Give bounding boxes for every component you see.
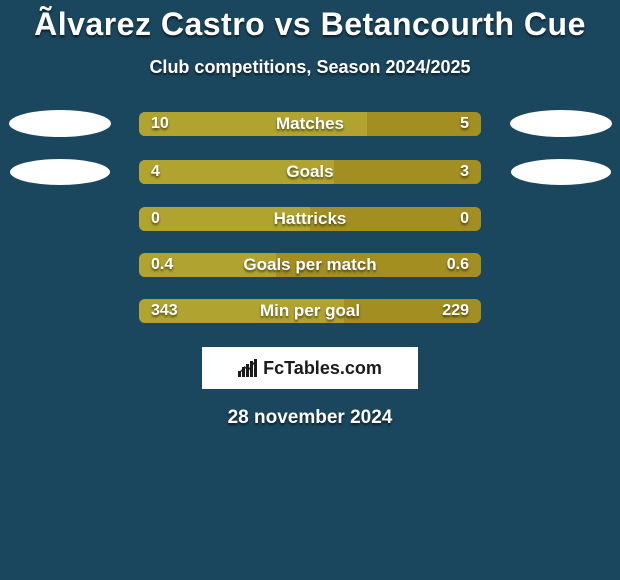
page-subtitle: Club competitions, Season 2024/2025 (0, 57, 620, 78)
stat-bar: 0 0 Hattricks (139, 207, 481, 231)
right-ellipse (510, 110, 612, 137)
comparison-card: Ãlvarez Castro vs Betancourth Cue Club c… (0, 0, 620, 580)
bar-left-value: 343 (151, 302, 178, 320)
stat-bar: 4 3 Goals (139, 160, 481, 184)
stat-bar: 0.4 0.6 Goals per match (139, 253, 481, 277)
bar-label: Hattricks (274, 209, 347, 229)
stat-bar: 10 5 Matches (139, 112, 481, 136)
stat-bar: 343 229 Min per goal (139, 299, 481, 323)
stat-row: 0.4 0.6 Goals per match (0, 253, 620, 277)
stat-row: 0 0 Hattricks (0, 207, 620, 231)
stat-row: 343 229 Min per goal (0, 299, 620, 323)
brand-chart-icon (238, 359, 257, 377)
bar-label: Goals (286, 162, 333, 182)
page-title: Ãlvarez Castro vs Betancourth Cue (0, 0, 620, 43)
left-ellipse (10, 159, 110, 185)
stats-container: 10 5 Matches 4 3 Goals 0 0 Hattricks 0.4 0.6 Goals … (0, 110, 620, 323)
left-ellipse (9, 110, 111, 137)
brand-badge: FcTables.com (202, 347, 418, 389)
stat-row: 10 5 Matches (0, 110, 620, 137)
bar-right-value: 229 (442, 302, 469, 320)
bar-right-value: 5 (460, 115, 469, 133)
brand-text: FcTables.com (263, 358, 382, 379)
bar-left-value: 4 (151, 163, 160, 181)
bar-left-value: 10 (151, 115, 169, 133)
date-label: 28 november 2024 (0, 407, 620, 429)
bar-right-value: 3 (460, 163, 469, 181)
bar-right-value: 0.6 (447, 256, 469, 274)
bar-right-value: 0 (460, 210, 469, 228)
bar-label: Min per goal (260, 301, 360, 321)
bar-left-value: 0 (151, 210, 160, 228)
bar-right-fill (334, 160, 481, 184)
bar-label: Matches (276, 114, 344, 134)
bar-left-value: 0.4 (151, 256, 173, 274)
right-ellipse (511, 159, 611, 185)
bar-label: Goals per match (243, 255, 376, 275)
stat-row: 4 3 Goals (0, 159, 620, 185)
